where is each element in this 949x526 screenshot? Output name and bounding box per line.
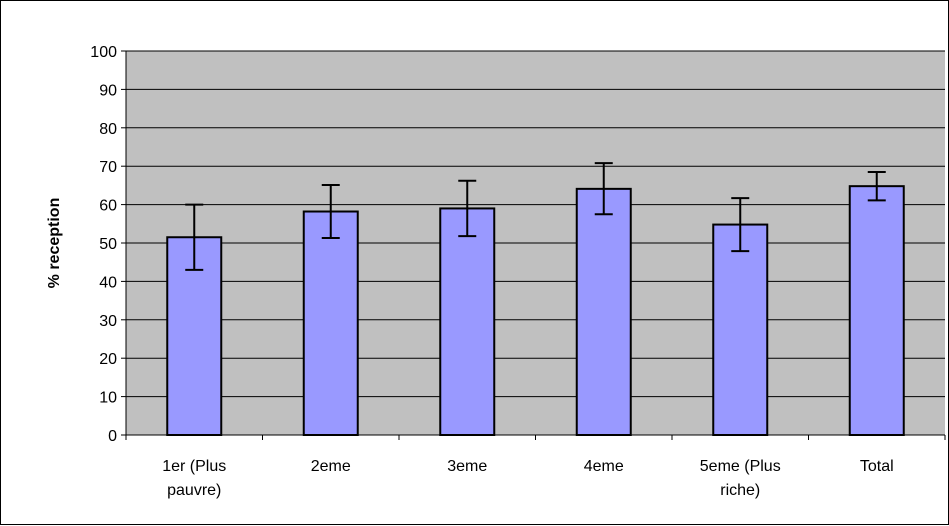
y-tick-label: 10: [99, 390, 117, 407]
y-tick-label: 70: [99, 159, 117, 176]
gridlines: [126, 50, 945, 398]
x-tick-label-line: 3eme: [447, 458, 487, 475]
error-bars: [185, 162, 886, 271]
y-tick-label: 0: [108, 428, 117, 445]
y-tick-label: 80: [99, 121, 117, 138]
bar: [166, 236, 223, 436]
y-tick-label: 20: [99, 351, 117, 368]
y-tick-label: 90: [99, 82, 117, 99]
error-bar: [731, 197, 750, 253]
x-tick-label-line: 1er (Plus: [162, 458, 226, 475]
x-tick-label: Total: [860, 458, 894, 475]
y-axis-title: % reception: [46, 198, 63, 289]
x-tick-label: 2eme: [311, 458, 351, 475]
error-bar: [458, 179, 477, 238]
bar: [712, 223, 769, 436]
x-tick-label-line: 4eme: [584, 458, 624, 475]
y-tick-label: 60: [99, 198, 117, 215]
y-tick-label: 30: [99, 313, 117, 330]
bar: [302, 210, 359, 436]
x-tick-label: 4eme: [584, 458, 624, 475]
x-tick-labels: 1er (Plus pauvre) 2eme 3eme 4eme 5eme (Plus ri…: [162, 458, 893, 499]
error-bar: [185, 203, 204, 271]
bar: [439, 207, 496, 436]
error-bar: [321, 184, 340, 240]
x-tick-label-line: riche): [720, 482, 760, 499]
x-tick-label-line: 5eme (Plus: [700, 458, 781, 475]
y-tick-label: 100: [90, 44, 117, 61]
x-tick-label: 1er (Plus pauvre): [162, 458, 226, 499]
error-bar: [594, 162, 613, 216]
x-tick-label-line: 2eme: [311, 458, 351, 475]
x-tick-label: 3eme: [447, 458, 487, 475]
y-tick-label: 50: [99, 236, 117, 253]
x-tick-label-line: Total: [860, 458, 894, 475]
y-tick-labels: 0 10 20 30 40 50 60 70 80 90 100: [90, 44, 117, 445]
bar: [575, 187, 632, 436]
axes: [121, 50, 946, 440]
y-tick-label: 40: [99, 274, 117, 291]
bars: [166, 185, 905, 436]
bar: [848, 185, 905, 436]
x-tick-label: 5eme (Plus riche): [700, 458, 781, 499]
error-bar: [867, 170, 886, 202]
x-tick-label-line: pauvre): [167, 482, 221, 499]
